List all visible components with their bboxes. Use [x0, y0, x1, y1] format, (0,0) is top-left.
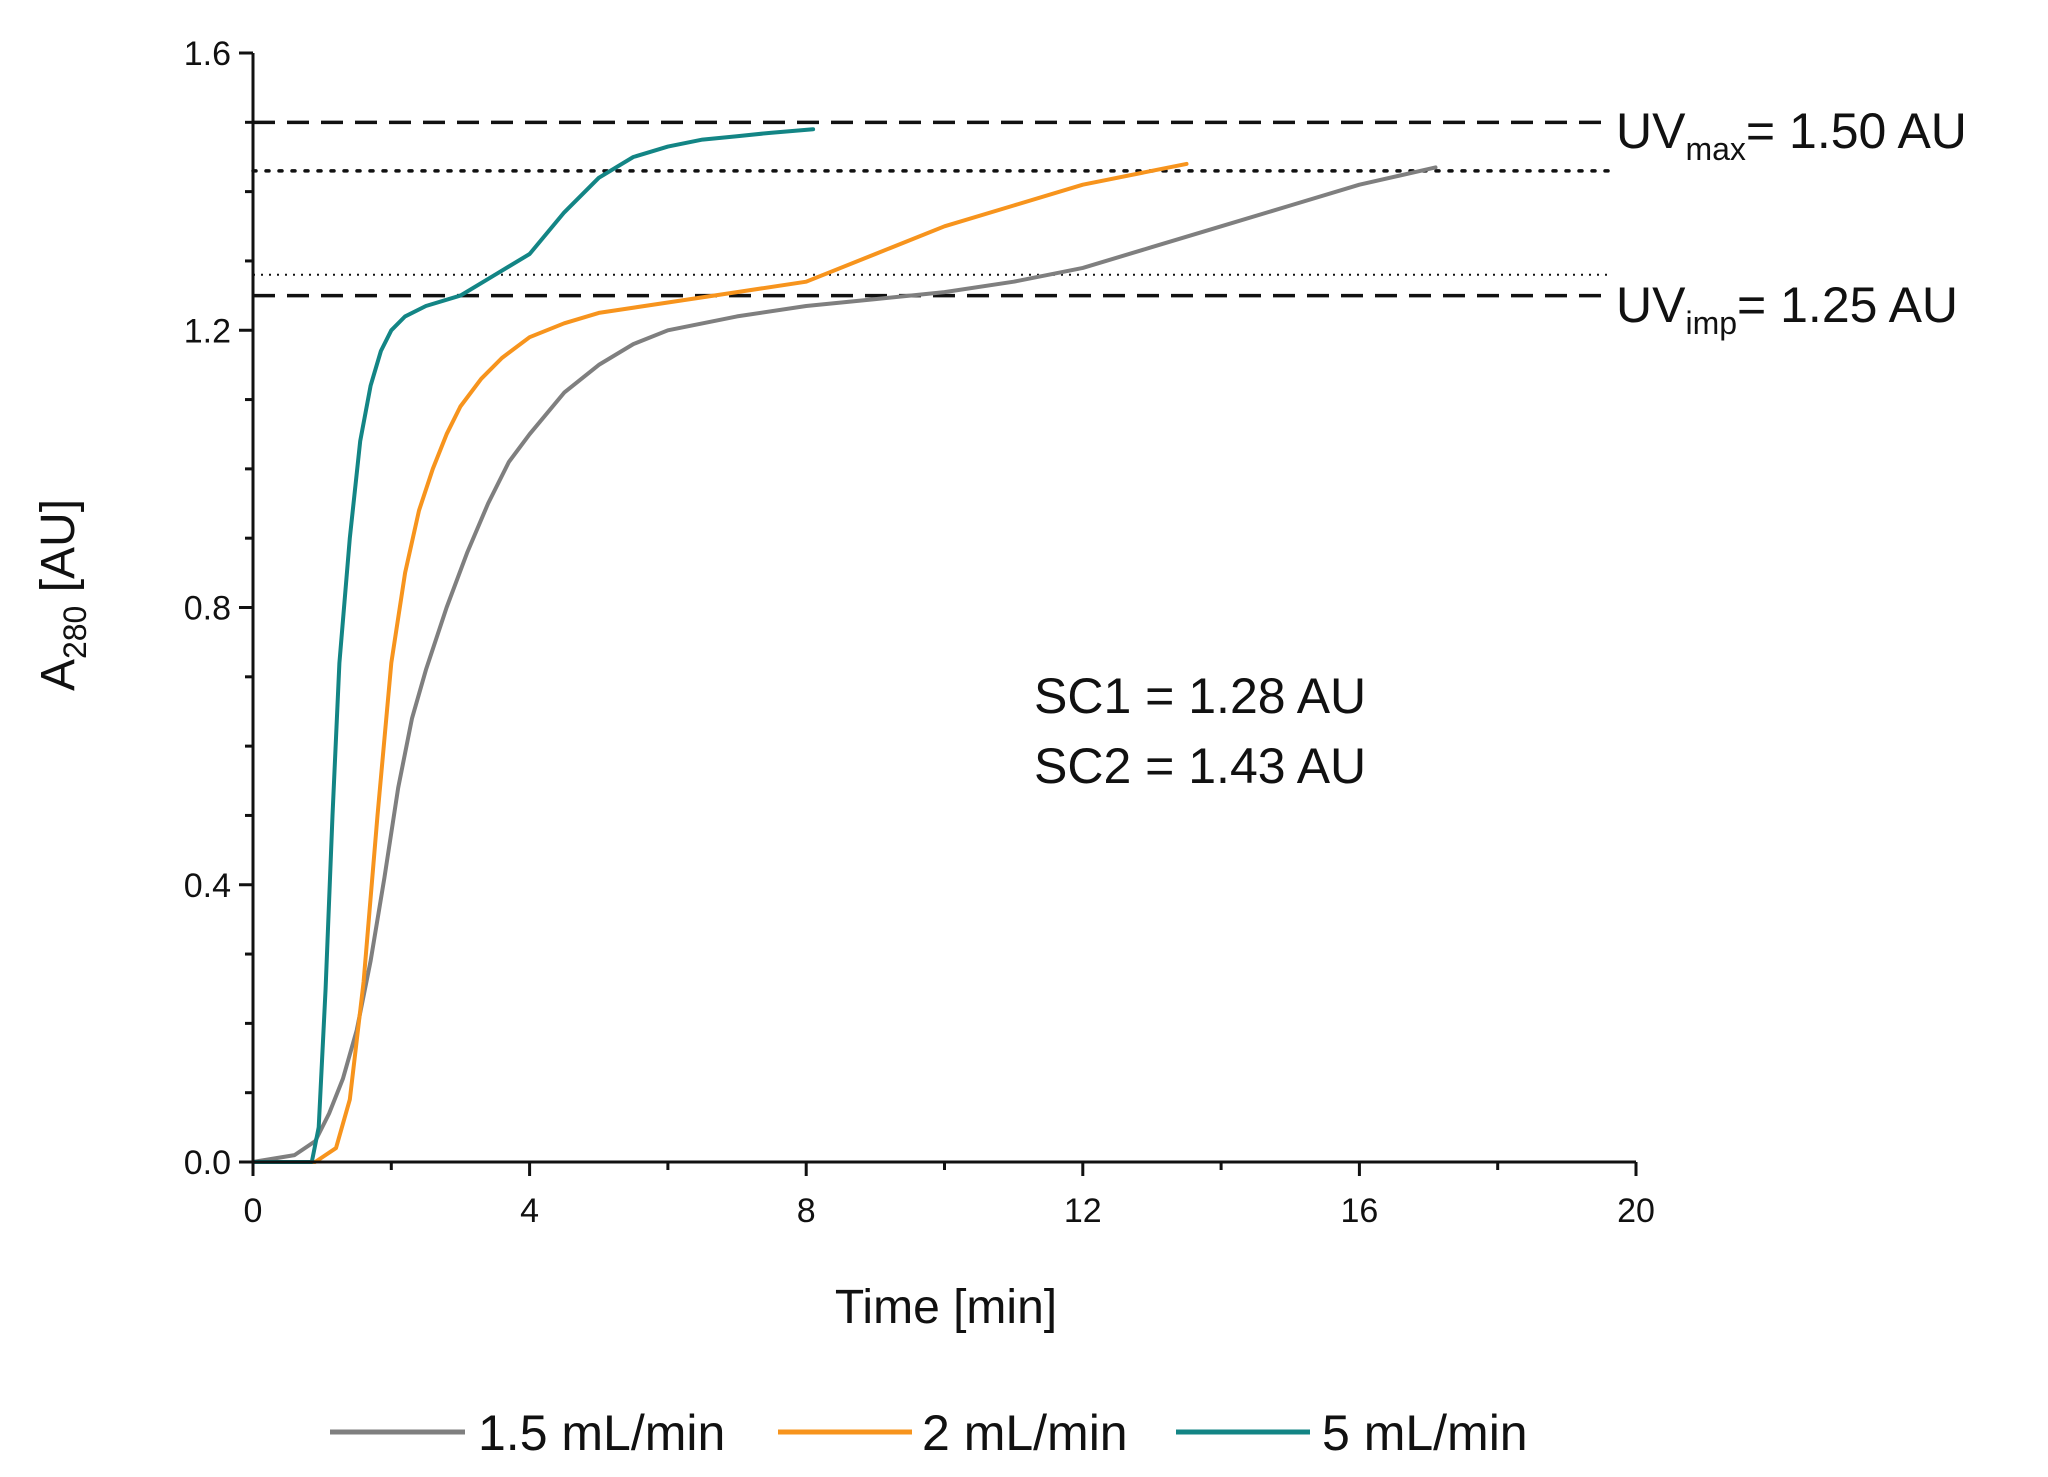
x-axis-title: Time [min]: [835, 1281, 1057, 1334]
ticks: 0 4 8 12 16 20 0.0 0.4 0.8 1.2 1.6: [184, 35, 1655, 1230]
y-tick-label: 0.8: [184, 590, 231, 628]
legend: 1.5 mL/min 2 mL/min 5 mL/min: [330, 1405, 1528, 1461]
x-tick-label: 4: [520, 1192, 539, 1230]
y-axis-title-rest: [AU]: [32, 499, 85, 606]
annotation-sc2: SC2 = 1.43 AU: [1034, 738, 1366, 794]
reference-lines: [251, 120, 1612, 298]
y-tick-label: 1.6: [184, 35, 231, 73]
series-line-2: [251, 161, 1189, 1164]
uv-imp-label-main: UV: [1616, 277, 1686, 333]
x-tick-label: 16: [1340, 1192, 1378, 1230]
uv-max-label-rest: = 1.50 AU: [1746, 103, 1967, 159]
annotation-sc1: SC1 = 1.28 AU: [1034, 668, 1366, 724]
series-line-1: [251, 165, 1438, 1164]
x-tick-label: 20: [1617, 1192, 1655, 1230]
uv-max-label-sub: max: [1685, 131, 1745, 167]
uv-imp-label-rest: = 1.25 AU: [1737, 277, 1958, 333]
x-tick-label: 0: [244, 1192, 263, 1230]
legend-label-1: 1.5 mL/min: [478, 1405, 725, 1461]
data-series: [251, 127, 1438, 1164]
axes: [251, 53, 1636, 1164]
legend-label-3: 5 mL/min: [1322, 1405, 1528, 1461]
x-tick-label: 12: [1064, 1192, 1102, 1230]
y-axis-title-main: A: [32, 659, 85, 691]
y-tick-label: 1.2: [184, 312, 231, 350]
legend-label-2: 2 mL/min: [922, 1405, 1128, 1461]
uv-max-label: UVmax= 1.50 AU: [1616, 103, 1967, 167]
x-tick-label: 8: [797, 1192, 816, 1230]
uv-imp-label: UVimp= 1.25 AU: [1616, 277, 1958, 341]
uv-imp-label-sub: imp: [1685, 305, 1737, 341]
uv-max-label-main: UV: [1616, 103, 1686, 159]
series-line-3: [251, 127, 816, 1164]
y-tick-label: 0.0: [184, 1144, 231, 1182]
y-tick-label: 0.4: [184, 867, 231, 905]
y-axis-title: A280 [AU]: [32, 499, 93, 691]
y-axis-title-sub: 280: [57, 606, 93, 659]
